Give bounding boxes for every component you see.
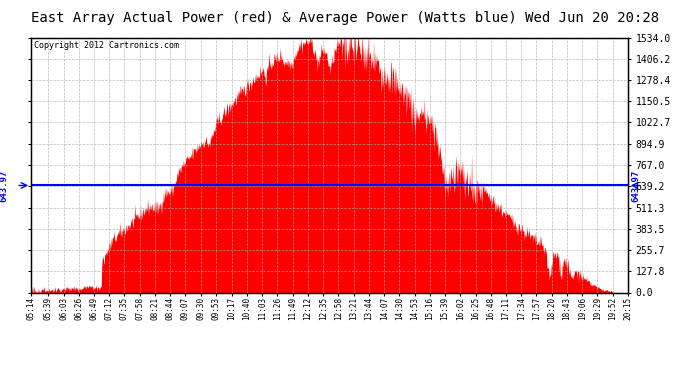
Text: East Array Actual Power (red) & Average Power (Watts blue) Wed Jun 20 20:28: East Array Actual Power (red) & Average …: [31, 11, 659, 25]
Text: Copyright 2012 Cartronics.com: Copyright 2012 Cartronics.com: [34, 41, 179, 50]
Text: 643.97: 643.97: [631, 170, 640, 202]
Text: 643.97: 643.97: [0, 170, 8, 202]
